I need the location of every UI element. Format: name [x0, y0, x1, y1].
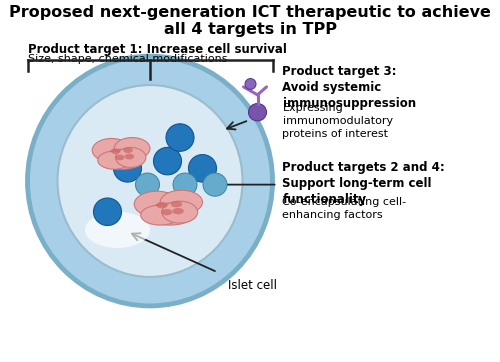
Ellipse shape: [92, 139, 131, 162]
Ellipse shape: [58, 85, 242, 277]
Text: Proposed next-generation ICT therapeutic to achieve: Proposed next-generation ICT therapeutic…: [9, 5, 491, 20]
Ellipse shape: [136, 173, 160, 196]
Ellipse shape: [98, 151, 131, 169]
Text: Product target 3:
Avoid systemic
immunosuppression: Product target 3: Avoid systemic immunos…: [282, 65, 416, 110]
Ellipse shape: [156, 202, 168, 209]
Ellipse shape: [166, 124, 194, 151]
Ellipse shape: [116, 148, 146, 168]
Ellipse shape: [114, 138, 150, 159]
Ellipse shape: [172, 208, 184, 214]
Ellipse shape: [146, 203, 194, 225]
Ellipse shape: [171, 201, 182, 207]
Ellipse shape: [94, 198, 122, 226]
Text: Product target 1: Increase cell survival: Product target 1: Increase cell survival: [28, 43, 286, 56]
Text: Co-encapsulating cell-
enhancing factors: Co-encapsulating cell- enhancing factors: [282, 197, 406, 220]
Ellipse shape: [115, 155, 124, 160]
Ellipse shape: [134, 191, 180, 217]
Ellipse shape: [188, 155, 216, 182]
Ellipse shape: [173, 173, 197, 196]
Ellipse shape: [248, 104, 266, 121]
Ellipse shape: [111, 148, 120, 154]
Ellipse shape: [154, 147, 182, 175]
Text: Islet cell: Islet cell: [228, 279, 276, 292]
Text: Expressing
immunomodulatory
proteins of interest: Expressing immunomodulatory proteins of …: [282, 103, 393, 139]
Ellipse shape: [162, 201, 198, 223]
Text: Size, shape, chemical modifications: Size, shape, chemical modifications: [28, 54, 227, 64]
Ellipse shape: [114, 155, 141, 182]
Ellipse shape: [203, 173, 227, 196]
Ellipse shape: [245, 79, 256, 89]
Ellipse shape: [160, 190, 202, 214]
Ellipse shape: [28, 56, 272, 306]
Ellipse shape: [161, 209, 172, 215]
Text: all 4 targets in TPP: all 4 targets in TPP: [164, 22, 336, 37]
Ellipse shape: [123, 147, 133, 153]
Ellipse shape: [141, 205, 180, 225]
Text: Product targets 2 and 4:
Support long-term cell
functionality: Product targets 2 and 4: Support long-te…: [282, 161, 446, 206]
Ellipse shape: [124, 154, 134, 159]
Ellipse shape: [102, 150, 143, 169]
Ellipse shape: [85, 212, 150, 248]
